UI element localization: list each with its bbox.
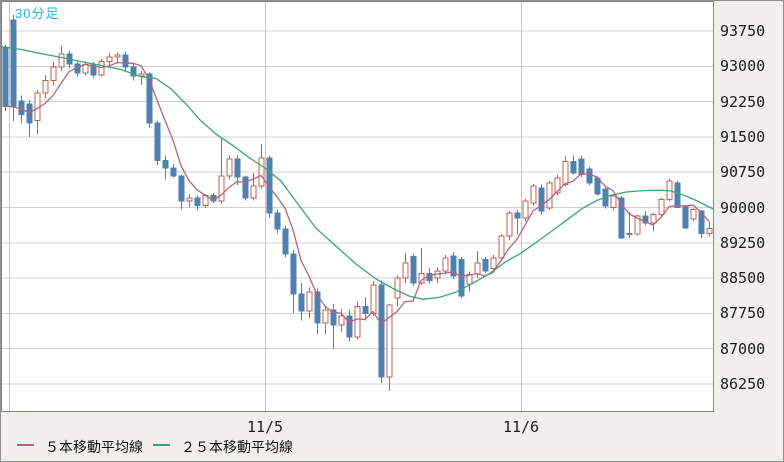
price-tick-89250: 89250 <box>720 233 766 252</box>
candlestick-chart-canvas <box>1 1 714 412</box>
price-tick-86250: 86250 <box>720 375 766 393</box>
price-tick-90750: 90750 <box>720 163 766 182</box>
date-label-11-6: 11/6 <box>502 418 540 436</box>
ma5-line-swatch <box>17 444 34 446</box>
price-axis-panel: 93750 93000 92250 91500 90750 90000 89250 88500… <box>714 1 783 412</box>
ma25-legend-label: ２５本移動平均線 <box>181 439 293 455</box>
date-label-11-5: 11/5 <box>246 418 284 436</box>
bottom-axis-panel: 11/5 11/6 ５本移動平均線 ２５本移動平均線 <box>1 412 783 461</box>
interval-label: 30分足 <box>15 6 60 21</box>
price-tick-87750: 87750 <box>720 304 766 323</box>
price-tick-88500: 88500 <box>720 269 766 288</box>
price-tick-91500: 91500 <box>720 127 766 146</box>
ma25-line-swatch <box>153 444 170 446</box>
price-tick-90000: 90000 <box>720 198 766 217</box>
price-tick-93000: 93000 <box>720 57 766 76</box>
price-tick-92250: 92250 <box>720 92 766 111</box>
ma5-legend-label: ５本移動平均線 <box>45 439 143 455</box>
chart-plot-area: 30分足 <box>1 1 714 412</box>
price-tick-87000: 87000 <box>720 339 766 358</box>
price-tick-93750: 93750 <box>720 22 766 40</box>
